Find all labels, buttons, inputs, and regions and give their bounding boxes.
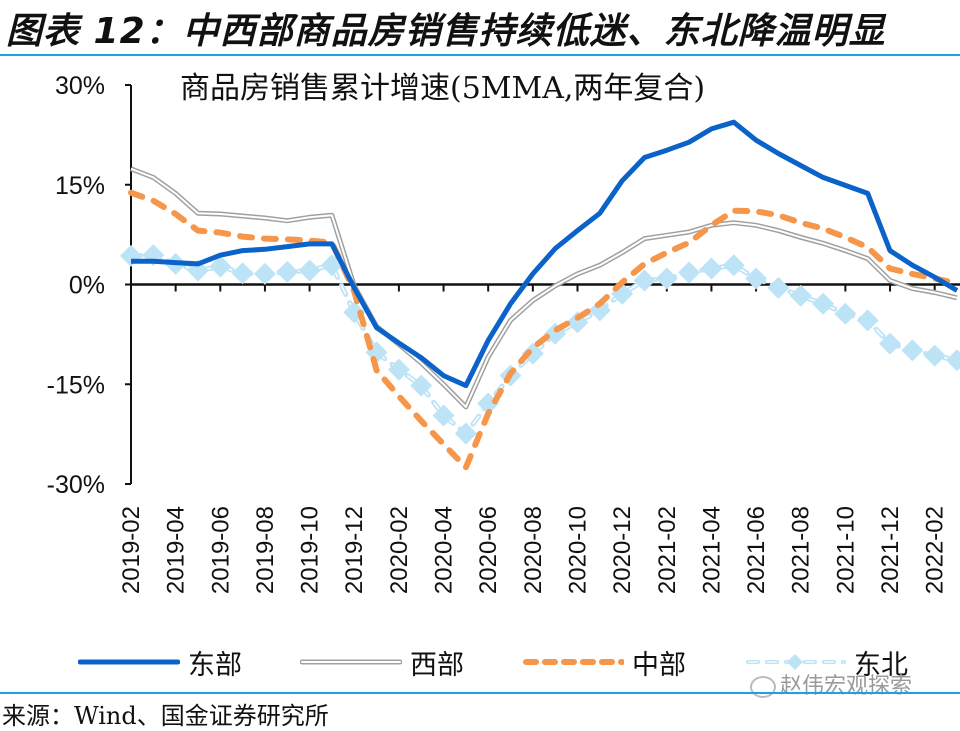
series-2 (128, 189, 960, 473)
legend-swatch-central (523, 659, 624, 665)
northeast-marker (789, 284, 812, 307)
northeast-marker (298, 259, 321, 282)
x-tick-label: 2021-10 (832, 506, 859, 594)
x-tick-label: 2019-10 (297, 506, 324, 594)
northeast-marker (231, 262, 254, 285)
legend-swatch-northeast (746, 654, 846, 670)
series-0 (131, 119, 959, 389)
x-tick-label: 2019-12 (341, 506, 368, 594)
legend-label-northeast: 东北 (854, 649, 908, 681)
series-3 (120, 244, 960, 445)
x-tick-label: 2019-02 (118, 506, 145, 594)
northeast-marker (700, 257, 723, 280)
northeast-marker (521, 342, 544, 365)
northeast-marker (722, 254, 745, 277)
series-line-northeast (128, 252, 960, 438)
x-axis: 2019-02 2019-04 2019-06 2019-08 2019-10 2019-… (118, 283, 960, 594)
northeast-marker (588, 299, 611, 322)
y-axis: 30% 15% 0% -15% -30% (47, 72, 132, 499)
x-tick-label: 2021-04 (698, 506, 725, 594)
x-tick-label: 2021-12 (877, 506, 904, 594)
x-tick-label: 2021-08 (788, 506, 815, 594)
northeast-marker (633, 269, 656, 292)
northeast-marker (767, 276, 790, 299)
legend-label-east: 东部 (188, 649, 242, 681)
x-tick-label: 2021-06 (743, 506, 770, 594)
y-tick-label: 30% (55, 72, 105, 100)
legend-item-northeast: 东北 (744, 640, 908, 684)
northeast-marker (253, 262, 276, 285)
chart-title: 商品房销售累计增速(5MMA,两年复合) (180, 71, 705, 106)
legend-label-central: 中部 (632, 649, 686, 681)
northeast-marker (834, 302, 857, 325)
northeast-marker (410, 374, 433, 397)
wechat-icon (750, 676, 776, 698)
series-line-west-inner (130, 167, 958, 408)
bottom-rule (0, 692, 960, 694)
northeast-marker (387, 358, 410, 381)
watermark-text: 赵伟宏观探索 (780, 674, 913, 699)
top-rule (0, 54, 960, 56)
y-tick-label: 0% (69, 272, 105, 300)
northeast-marker (856, 309, 879, 332)
legend: 东部 西部 中部 东北 (0, 640, 960, 688)
northeast-marker (923, 344, 946, 367)
series-1 (130, 166, 958, 410)
legend-swatch-east (78, 659, 180, 665)
x-tick-label: 2020-12 (609, 506, 636, 594)
figure-title: 图表 12：中西部商品房销售持续低迷、东北降温明显 (6, 11, 886, 52)
series-line-east (131, 119, 959, 389)
northeast-marker (812, 292, 835, 315)
legend-item-central: 中部 (522, 640, 686, 684)
legend-label-west: 西部 (410, 649, 464, 681)
x-tick-label: 2020-04 (431, 506, 458, 594)
source-note: 来源：Wind、国金证券研究所 (2, 702, 329, 730)
northeast-marker (946, 349, 960, 372)
x-tick-label: 2019-04 (163, 506, 190, 594)
x-tick-label: 2020-08 (520, 506, 547, 594)
legend-item-east: 东部 (78, 640, 242, 684)
y-tick-label: -15% (47, 371, 105, 399)
northeast-marker (879, 332, 902, 355)
x-tick-label: 2022-02 (922, 506, 949, 594)
series-line-west (130, 166, 958, 410)
x-tick-label: 2021-02 (654, 506, 681, 594)
northeast-marker (745, 267, 768, 290)
legend-item-west: 西部 (300, 640, 464, 684)
x-tick-label: 2019-06 (207, 506, 234, 594)
series-layer (120, 119, 960, 473)
x-tick-label: 2020-06 (475, 506, 502, 594)
northeast-marker (901, 339, 924, 362)
northeast-marker (678, 261, 701, 284)
y-tick-label: -30% (47, 471, 105, 499)
x-tick-label: 2019-08 (252, 506, 279, 594)
northeast-marker (454, 422, 477, 445)
x-tick-label: 2020-02 (386, 506, 413, 594)
northeast-marker (655, 267, 678, 290)
northeast-marker (276, 260, 299, 283)
watermark: 赵伟宏观探索 (750, 668, 912, 700)
legend-swatch-west (300, 659, 402, 665)
x-tick-label: 2020-10 (564, 506, 591, 594)
y-tick-label: 15% (55, 172, 105, 200)
northeast-marker (432, 404, 455, 427)
line-chart: 商品房销售累计增速(5MMA,两年复合) 30% 15% 0% -15% -30% 20… (47, 71, 960, 594)
series-line-central (128, 189, 960, 473)
